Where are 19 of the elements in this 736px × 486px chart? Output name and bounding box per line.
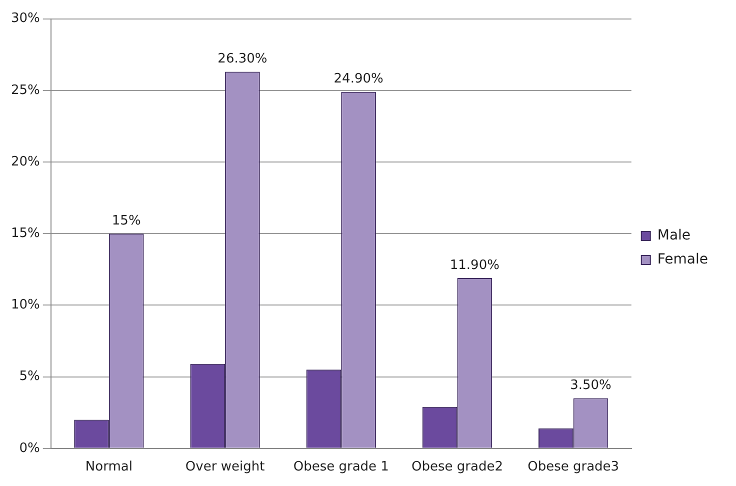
data-label: 24.90%	[334, 72, 384, 87]
x-tick-label: Obese grade2	[411, 460, 503, 475]
x-tick-label: Normal	[85, 460, 132, 475]
x-tick-label: Obese grade 1	[293, 460, 389, 475]
y-tick-label: 5%	[19, 369, 40, 384]
y-tick-label: 0%	[19, 440, 40, 456]
legend-label: Female	[657, 252, 708, 268]
y-tick-label: 25%	[10, 82, 40, 98]
data-label: 3.50%	[570, 378, 612, 394]
y-tick-label: 15%	[10, 226, 40, 241]
y-tick-label: 30%	[10, 11, 40, 26]
legend-label: Male	[657, 228, 691, 244]
y-tick-label: 20%	[10, 154, 40, 170]
data-label: 26.30%	[218, 52, 268, 67]
data-label: 15%	[112, 213, 141, 228]
y-tick-label: 10%	[10, 298, 40, 313]
x-tick-label: Obese grade3	[528, 460, 620, 475]
x-tick-label: Over weight	[185, 460, 265, 475]
data-label: 11.90%	[450, 258, 500, 273]
